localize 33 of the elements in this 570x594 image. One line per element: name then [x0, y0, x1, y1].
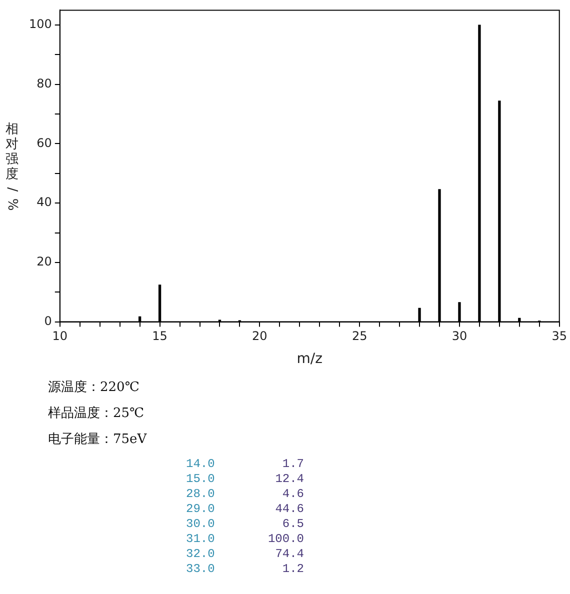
text: 33.0: [186, 562, 216, 577]
text: 30.0: [186, 517, 216, 532]
x-tick-label: 20: [252, 329, 268, 344]
x-tick-label: 15: [152, 329, 168, 344]
text: 74.4: [274, 547, 304, 562]
text: 28.0: [186, 487, 216, 502]
y-tick-label: 80: [36, 76, 52, 91]
text: 14.0: [186, 457, 216, 472]
x-tick-label: 25: [352, 329, 368, 344]
y-tick-label: 100: [29, 17, 52, 32]
text: 44.6: [274, 502, 304, 517]
text: 12.4: [274, 472, 304, 487]
x-axis-title: m/z: [296, 351, 322, 368]
text: 样品温度：25℃: [48, 405, 146, 423]
text: 源温度：220℃: [48, 379, 140, 397]
text: 电子能量：75eV: [48, 431, 147, 449]
x-tick-label: 30: [452, 329, 468, 344]
text: 6.5: [281, 517, 304, 532]
text: 15.0: [186, 472, 216, 487]
x-tick-label: 10: [52, 329, 68, 344]
y-axis-title: 相对强度/%: [4, 122, 20, 212]
y-tick-label: 40: [36, 195, 52, 210]
text: 4.6: [281, 487, 304, 502]
x-tick-label: 35: [552, 329, 568, 344]
text: 1.2: [281, 562, 304, 577]
text: 31.0: [186, 532, 216, 547]
y-tick-label: 60: [36, 136, 52, 150]
text: 29.0: [186, 502, 216, 517]
text: 100.0: [266, 532, 304, 547]
text: 32.0: [186, 547, 216, 562]
y-tick-label: 20: [36, 254, 52, 269]
text: 1.7: [281, 457, 304, 472]
y-tick-label: 0: [44, 314, 52, 328]
